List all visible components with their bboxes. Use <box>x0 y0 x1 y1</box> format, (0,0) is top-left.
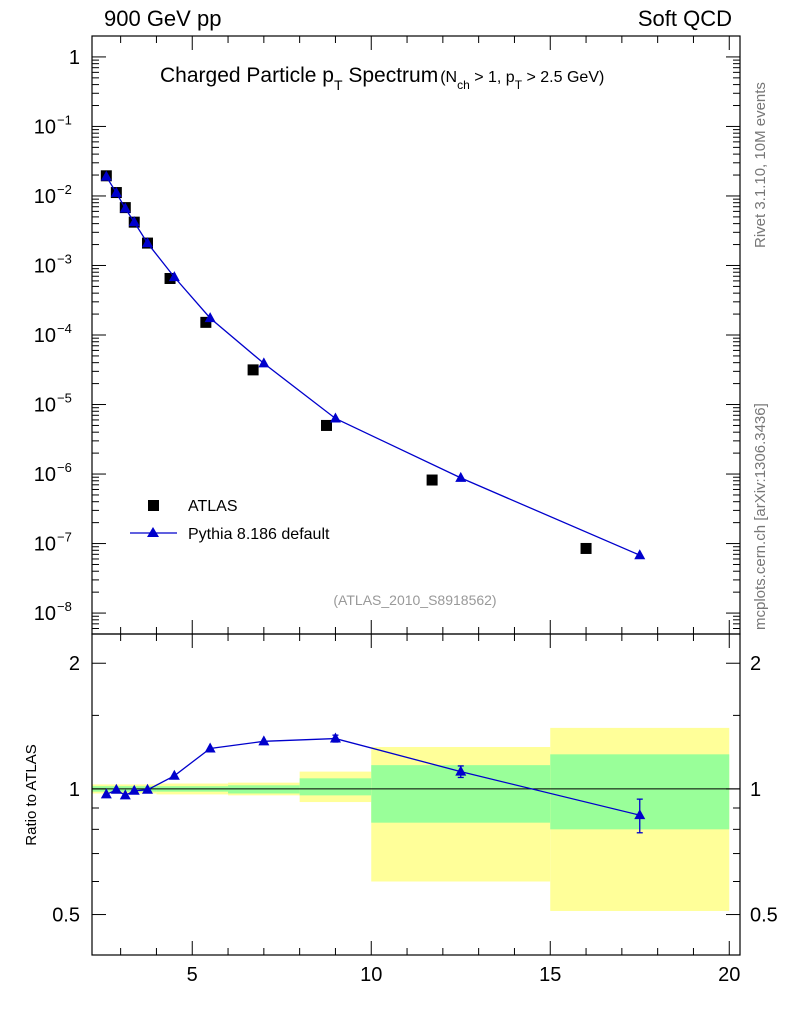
pythia-data-point <box>128 216 140 227</box>
ratio-pythia-point <box>258 735 270 746</box>
ratio-pythia-point <box>110 783 122 794</box>
pythia-data-point <box>329 412 341 423</box>
analysis-watermark: (ATLAS_2010_S8918562) <box>333 592 496 608</box>
legend: ATLAS Pythia 8.186 default <box>130 498 330 543</box>
legend-marker-atlas <box>148 500 159 511</box>
pythia-data-point <box>204 312 216 323</box>
pythia-data-point <box>455 471 467 482</box>
pythia-data-point <box>110 186 122 197</box>
pythia-data-point <box>141 237 153 248</box>
ratio-pythia-point <box>204 742 216 753</box>
ratio-pythia-point <box>141 783 153 794</box>
ratio-pythia-point <box>455 765 467 776</box>
ratio-ytick-label-right: 2 <box>750 653 761 675</box>
pythia-data-point <box>258 357 270 368</box>
pythia-data-point <box>100 170 112 181</box>
main-ytick-label: 10−1 <box>34 112 72 138</box>
atlas-data-point <box>247 364 259 376</box>
ratio-pythia-point <box>128 784 140 795</box>
band-inner-3 <box>299 778 372 796</box>
header-energy-label: 900 GeV pp <box>104 6 222 31</box>
ratio-pythia-point <box>634 809 646 820</box>
pythia-data-point <box>119 202 131 213</box>
main-ytick-label: 1 <box>69 47 80 69</box>
pythia-data-point <box>634 549 646 560</box>
ratio-pythia-point <box>119 789 131 800</box>
ratio-bands <box>92 727 740 911</box>
header-category-label: Soft QCD <box>637 6 732 31</box>
main-ytick-label: 10−3 <box>34 251 72 277</box>
xtick-label: 15 <box>539 964 561 986</box>
atlas-data-point <box>580 542 592 554</box>
ratio-pythia-point <box>329 732 341 743</box>
xtick-label: 5 <box>187 964 198 986</box>
ratio-plot-frame <box>91 633 741 956</box>
ratio-pythia-point <box>168 769 180 780</box>
ratio-ylabel: Ratio to ATLAS <box>23 744 40 845</box>
ratio-pythia-point <box>100 788 112 799</box>
legend-label-pythia: Pythia 8.186 default <box>188 526 330 543</box>
main-plot-marks <box>100 170 646 560</box>
main-ytick-label: 10−5 <box>34 391 72 417</box>
main-plot-title: Charged Particle pT Spectrum (Nch > 1, pT… <box>160 64 604 93</box>
main-ytick-label: 10−6 <box>34 460 72 486</box>
pythia-line <box>105 176 641 556</box>
axes: 110−110−210−310−410−510−610−710−85 10 15 20… <box>34 35 778 986</box>
side-label-mcplots: mcplots.cern.ch [arXiv:1306.3436] <box>752 403 769 630</box>
legend-label-atlas: ATLAS <box>188 498 238 515</box>
atlas-data-point <box>164 272 176 284</box>
main-ytick-label: 10−4 <box>34 321 72 347</box>
atlas-data-point <box>320 419 332 431</box>
legend-marker-pythia <box>147 527 159 537</box>
xtick-label: 20 <box>718 964 740 986</box>
main-plot-frame <box>91 35 741 635</box>
ratio-plot-marks <box>100 732 646 834</box>
main-ytick-label: 10−7 <box>34 530 72 556</box>
main-ytick-label: 10−8 <box>34 599 72 625</box>
pythia-data-point <box>168 271 180 282</box>
ratio-ytick-label: 1 <box>69 779 80 801</box>
atlas-data-point <box>426 474 438 486</box>
ratio-ytick-label: 2 <box>69 653 80 675</box>
side-label-rivet: Rivet 3.1.10, 10M events <box>752 82 769 248</box>
ratio-ytick-label: 0.5 <box>52 905 80 927</box>
ratio-ytick-label-right: 0.5 <box>750 905 778 927</box>
ratio-ytick-label-right: 1 <box>750 779 761 801</box>
xtick-label: 10 <box>360 964 382 986</box>
atlas-data-point <box>200 316 212 328</box>
title-subscript: T <box>334 77 343 93</box>
main-ytick-label: 10−2 <box>34 182 72 208</box>
